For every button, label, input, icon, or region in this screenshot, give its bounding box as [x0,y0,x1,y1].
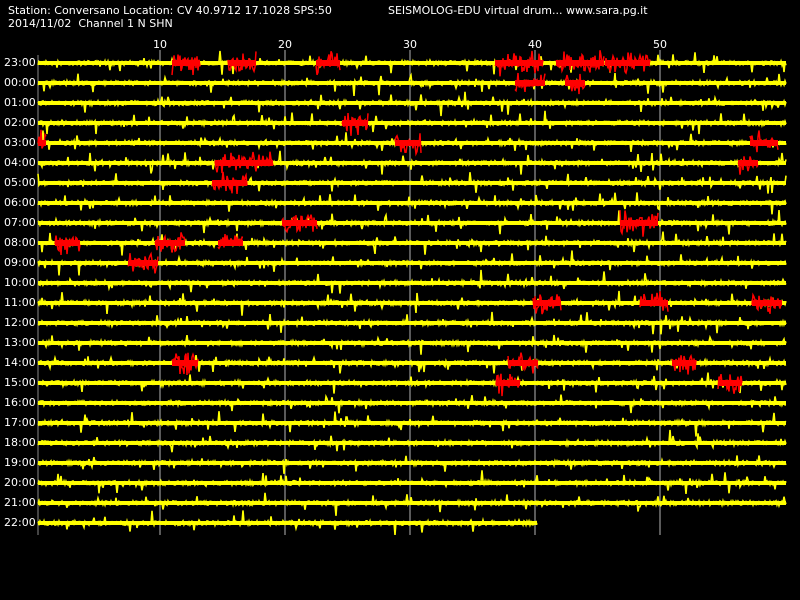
trace-baseline [38,281,786,285]
minute-tick-label: 40 [528,38,542,51]
hour-label: 02:00 [4,116,36,129]
event-band [738,160,758,166]
hour-label: 09:00 [4,256,36,269]
event-band [750,140,778,146]
trace-baseline [38,481,786,485]
hour-label: 10:00 [4,276,36,289]
event-band [55,240,80,246]
trace-baseline [38,101,786,105]
hour-label: 11:00 [4,296,36,309]
hour-label: 17:00 [4,416,36,429]
trace-baseline [38,401,786,405]
event-band [620,220,658,226]
date-channel-info: 2014/11/02 Channel 1 N SHN [8,17,173,30]
event-burst [281,213,318,234]
hour-label: 03:00 [4,136,36,149]
event-band [605,60,650,66]
hour-label: 14:00 [4,356,36,369]
trace-baseline [38,441,786,445]
event-burst [555,50,605,74]
minute-tick-label: 20 [278,38,292,51]
hour-label: 18:00 [4,436,36,449]
event-band [672,360,696,366]
hour-label: 16:00 [4,396,36,409]
hour-label: 00:00 [4,76,36,89]
hour-label: 08:00 [4,236,36,249]
event-band [718,380,742,386]
trace-baseline [38,341,786,345]
minute-tick-label: 10 [153,38,167,51]
hour-label: 23:00 [4,56,36,69]
event-band [282,220,317,226]
trace-baseline [38,241,786,245]
station-info: Station: Conversano Location: CV 40.9712… [8,4,332,17]
event-band [316,60,340,66]
trace-baseline [38,201,786,205]
hour-label: 01:00 [4,96,36,109]
event-band [496,380,520,386]
event-band [495,60,543,66]
hour-label: 15:00 [4,376,36,389]
trace-baseline [38,321,786,325]
trace-baseline [38,121,786,125]
event-band [640,300,668,306]
hour-label: 20:00 [4,476,36,489]
hour-label: 21:00 [4,496,36,509]
hour-label: 07:00 [4,216,36,229]
hour-label: 04:00 [4,156,36,169]
hour-label: 05:00 [4,176,36,189]
hour-label: 06:00 [4,196,36,209]
trace-baseline [38,181,786,185]
event-band [508,360,538,366]
event-burst [532,294,562,315]
event-band [228,60,256,66]
hour-label: 22:00 [4,516,36,529]
event-band [533,300,561,306]
event-band [38,140,46,146]
event-burst [507,352,539,374]
trace-baseline [38,501,786,505]
trace-baseline [38,221,786,225]
event-band [218,240,243,246]
event-band [172,60,200,66]
event-burst [127,251,159,274]
trace-baseline [38,361,786,365]
event-band [556,60,604,66]
trace-baseline [38,521,537,525]
event-band [752,300,782,306]
trace-baseline [38,461,786,465]
event-band [215,160,273,166]
event-burst [37,129,47,149]
minute-tick-label: 30 [403,38,417,51]
event-band [155,240,185,246]
event-burst [171,352,199,376]
hour-label: 12:00 [4,316,36,329]
event-band [342,120,368,126]
event-band [565,80,585,86]
trace-baseline [38,301,786,305]
event-burst [214,151,274,174]
minute-tick-label: 50 [653,38,667,51]
trace-baseline [38,381,786,385]
event-band [172,360,198,366]
trace-baseline [38,81,786,85]
event-burst [54,235,81,256]
event-burst [315,51,341,76]
drum-title: SEISMOLOG-EDU virtual drum... www.sara.p… [388,4,648,17]
event-band [395,140,421,146]
event-band [212,180,247,186]
event-band [515,80,545,86]
hour-label: 13:00 [4,336,36,349]
trace-baseline [38,261,786,265]
trace-baseline [38,61,786,65]
trace-baseline [38,161,786,165]
event-band [128,260,158,266]
trace-baseline [38,421,786,425]
hour-label: 19:00 [4,456,36,469]
